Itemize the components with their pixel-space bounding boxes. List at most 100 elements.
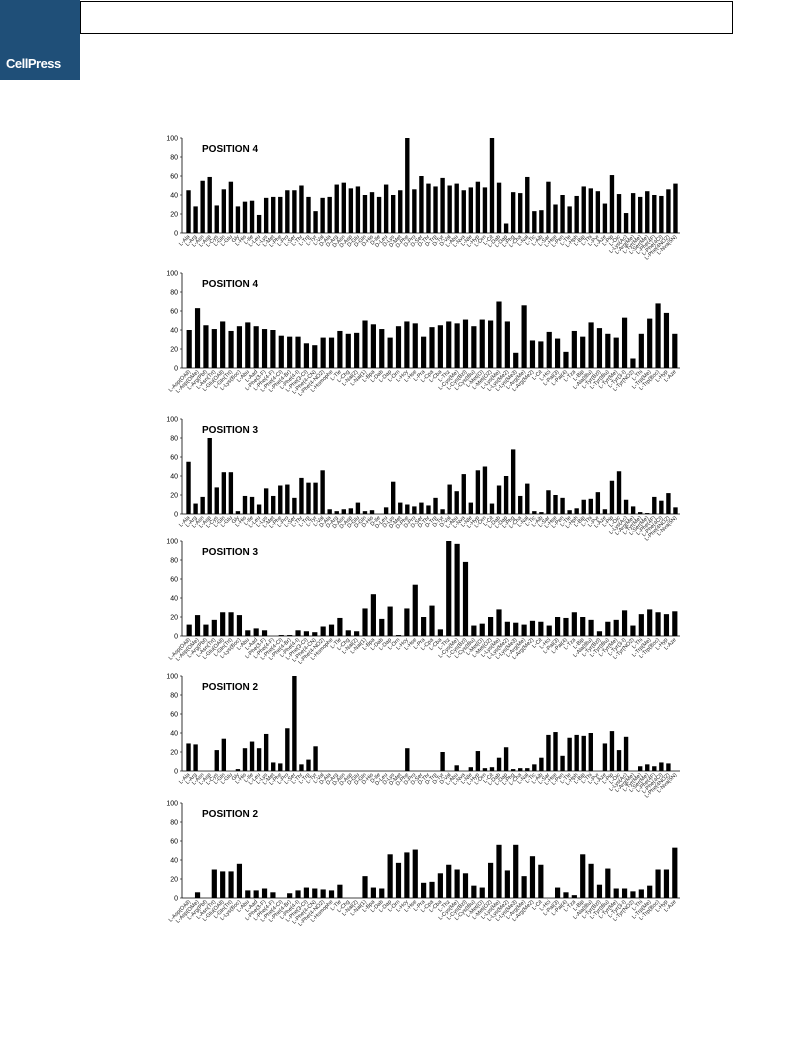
- bar: [567, 206, 572, 233]
- bar: [630, 358, 636, 368]
- bar: [253, 890, 259, 898]
- bar: [666, 763, 671, 771]
- bar: [488, 320, 494, 368]
- bar: [228, 181, 234, 233]
- bar: [447, 185, 452, 233]
- y-tick-label: 40: [170, 474, 178, 481]
- bar: [376, 196, 382, 233]
- bar: [510, 192, 516, 233]
- bar: [306, 196, 311, 233]
- bar: [306, 759, 311, 771]
- bar: [270, 892, 276, 898]
- y-tick-label: 60: [170, 455, 178, 462]
- bar: [261, 630, 268, 636]
- bar: [270, 330, 276, 368]
- bar: [605, 333, 611, 368]
- y-tick-label: 20: [170, 212, 178, 219]
- bar: [454, 323, 460, 368]
- bar: [412, 323, 418, 368]
- bar: [194, 892, 201, 898]
- bar: [362, 195, 368, 233]
- bar: [454, 491, 459, 514]
- bar: [513, 352, 519, 368]
- bar: [580, 617, 586, 636]
- bar: [193, 744, 198, 771]
- bar: [207, 176, 212, 233]
- bar: [595, 191, 601, 233]
- bar: [256, 748, 262, 771]
- bar: [454, 183, 459, 233]
- bar: [496, 757, 502, 771]
- bar: [228, 612, 234, 636]
- chart-panel-5: 0 20 40 60 80 100 POSITION 2 L-Ala L-Arg L-Asn L-A…: [140, 673, 700, 803]
- bar: [211, 329, 217, 368]
- y-tick-label: 40: [170, 731, 178, 738]
- bar: [496, 182, 502, 233]
- bar: [638, 766, 643, 771]
- bar: [645, 764, 650, 771]
- y-tick-label: 100: [166, 539, 178, 546]
- bar: [574, 734, 579, 771]
- bar: [320, 626, 326, 636]
- bar: [513, 622, 519, 636]
- bar: [489, 503, 495, 514]
- bar: [429, 881, 435, 898]
- bar: [496, 844, 502, 898]
- bar: [327, 509, 332, 514]
- bar: [672, 847, 678, 898]
- bar: [313, 746, 318, 771]
- bar: [488, 862, 494, 898]
- bar: [454, 869, 460, 898]
- bar: [673, 507, 678, 514]
- bar: [221, 472, 227, 514]
- y-tick-label: 100: [166, 136, 178, 143]
- bar: [468, 187, 474, 233]
- bar: [292, 497, 297, 514]
- bar: [395, 635, 402, 636]
- bar: [412, 849, 418, 898]
- bar: [437, 325, 443, 368]
- chart-panel-3: 0 20 40 60 80 100 POSITION 3 L-Ala L-Arg L-Asn L-A…: [140, 416, 700, 546]
- bar: [489, 138, 495, 233]
- bar: [355, 186, 361, 233]
- bar: [194, 615, 201, 636]
- bar: [479, 623, 485, 636]
- y-tick-label: 0: [174, 769, 178, 776]
- publisher-logo-block: CellPress: [0, 0, 80, 80]
- bar: [596, 328, 603, 368]
- bar: [299, 764, 304, 771]
- bar: [538, 864, 544, 898]
- bar: [228, 871, 234, 898]
- bar: [295, 336, 301, 368]
- bar: [261, 888, 268, 898]
- bar: [613, 888, 619, 898]
- bar: [395, 326, 402, 368]
- bar: [186, 330, 192, 368]
- chart-panel-1: 0 20 40 60 80 100 POSITION 4 L-Ala L-Arg L-Asn L-A…: [140, 135, 700, 265]
- bar: [496, 485, 502, 514]
- bar: [574, 195, 579, 233]
- bar: [504, 321, 510, 368]
- bar: [563, 892, 569, 898]
- bar: [328, 337, 335, 368]
- bar: [242, 201, 248, 233]
- bar: [404, 608, 410, 636]
- bar: [429, 327, 435, 368]
- bar: [596, 631, 603, 636]
- bar: [295, 890, 301, 898]
- bar: [602, 203, 608, 233]
- bar: [581, 186, 586, 233]
- y-tick-label: 60: [170, 309, 178, 316]
- bar: [245, 890, 251, 898]
- bar: [655, 869, 661, 898]
- bar: [461, 474, 466, 514]
- bar: [391, 481, 396, 514]
- bar: [571, 330, 577, 368]
- bar: [299, 477, 304, 514]
- y-tick-label: 80: [170, 820, 178, 827]
- bar: [638, 512, 643, 514]
- bar: [447, 484, 452, 514]
- bar: [355, 502, 361, 514]
- bar: [313, 482, 318, 514]
